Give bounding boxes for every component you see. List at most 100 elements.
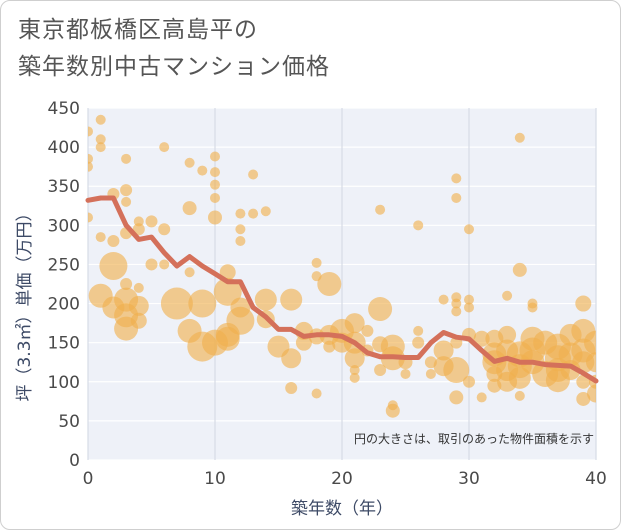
bubble-point (449, 390, 464, 405)
y-tick-label: 100 (48, 373, 80, 393)
bubble-point (95, 232, 106, 243)
bubbles (88, 114, 596, 418)
bubble-point (99, 252, 128, 281)
bubble-point (349, 372, 360, 383)
bubble-point (295, 334, 312, 351)
bubble-point (514, 390, 525, 401)
bubble-point (133, 282, 144, 293)
chart-title-line-2: 築年数別中古マンション価格 (18, 54, 330, 80)
bubble-point (502, 290, 513, 301)
bubble-point (235, 208, 246, 219)
x-tick-label: 20 (331, 469, 353, 489)
bubble-point (95, 142, 106, 153)
y-tick-label: 250 (48, 255, 80, 275)
bubble-point (344, 348, 365, 369)
bubble-point (95, 134, 106, 145)
bubble-point (210, 192, 220, 203)
y-tick-label: 200 (48, 295, 80, 315)
bubble-point (412, 336, 425, 349)
bubble-point (385, 403, 400, 418)
bubble-point (182, 201, 197, 216)
bubble-point (527, 302, 538, 313)
bubble-point (584, 330, 596, 355)
bubble-point (374, 364, 387, 377)
x-tick-labels: 0 10 20 30 40 (83, 469, 607, 489)
bubble-point (128, 295, 149, 316)
bubble-point (344, 313, 365, 334)
bubble-point (260, 206, 271, 217)
y-tick-label: 300 (48, 216, 80, 236)
bubble-point (400, 368, 411, 379)
bubble-point (184, 157, 195, 168)
bubble-point (464, 224, 474, 235)
bubble-point (375, 204, 386, 215)
bubble-point (508, 366, 531, 389)
bubble-point (413, 220, 424, 231)
y-tick-labels: 0 50 100 150 200 250 300 350 400 450 (48, 99, 80, 471)
bubble-point (464, 294, 474, 305)
bubble-point (463, 375, 475, 388)
bubble-point (361, 324, 374, 337)
bubble-point (235, 224, 246, 235)
x-tick-label: 0 (83, 469, 94, 489)
y-tick-label: 150 (48, 334, 80, 354)
bubble-point (132, 223, 145, 236)
bubble-point (120, 278, 133, 290)
bubble-point (281, 348, 302, 369)
bubble-point (219, 264, 236, 281)
bubble-point (121, 196, 132, 207)
x-tick-label: 10 (204, 469, 226, 489)
bubble-point (248, 169, 259, 180)
bubble-point (285, 382, 298, 395)
bubble-point (210, 151, 220, 162)
y-tick-label: 50 (58, 412, 80, 432)
bubble-point (413, 325, 424, 336)
bubble-point (197, 165, 208, 176)
bubble-point (210, 179, 220, 190)
y-tick-label: 350 (48, 177, 80, 197)
bubble-point (235, 235, 246, 246)
bubble-point (208, 210, 222, 225)
bubble-point (349, 365, 360, 376)
bubble-point (145, 215, 158, 228)
bubble-point (95, 114, 106, 125)
bubble-point (433, 340, 454, 361)
bubble-point (317, 272, 342, 296)
bubble-point (159, 142, 170, 153)
bubble-point (188, 289, 217, 318)
bubble-point (213, 277, 242, 306)
bubble-point (184, 267, 195, 278)
chart-title-line-1: 東京都板橋区高島平の (18, 17, 258, 43)
bubble-point (498, 325, 517, 344)
bubble-point (311, 388, 322, 399)
bubble-point (226, 306, 255, 335)
bubble-point (88, 212, 93, 223)
bubble-point (512, 262, 527, 277)
bubble-point (88, 126, 93, 137)
bubble-point (514, 132, 525, 143)
bubble-point (88, 161, 93, 172)
bubble-point (248, 208, 259, 219)
bubble-point (438, 294, 449, 305)
bubble-point (158, 223, 171, 236)
bubble-point (368, 297, 393, 322)
bubble-point (575, 295, 592, 312)
y-tick-label: 0 (69, 451, 80, 471)
bubble-point (587, 384, 596, 403)
x-tick-label: 40 (585, 469, 607, 489)
bubble-point (586, 352, 596, 373)
bubble-point (210, 167, 220, 178)
bubble-point (443, 357, 470, 384)
bubble-point (576, 391, 591, 406)
bubble-point (464, 302, 474, 313)
chart-title: 東京都板橋区高島平の 築年数別中古マンション価格 (18, 12, 330, 86)
trend-line (85, 195, 599, 384)
bubble-point (473, 330, 490, 347)
x-tick-label: 30 (458, 469, 480, 489)
bubble-point (160, 287, 193, 320)
bubble-point (425, 368, 436, 379)
bubble-point (120, 184, 133, 197)
bubble-point (107, 234, 120, 247)
x-axis-label: 築年数（年） (291, 499, 393, 519)
